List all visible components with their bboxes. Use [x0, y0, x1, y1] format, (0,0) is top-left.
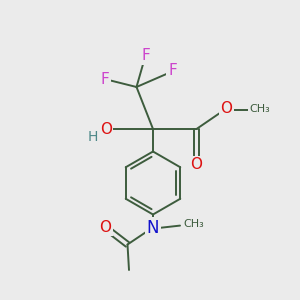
Text: O: O	[190, 157, 202, 172]
Text: H: H	[88, 130, 98, 144]
Text: F: F	[100, 72, 109, 87]
Text: O: O	[220, 100, 232, 116]
Text: CH₃: CH₃	[183, 219, 204, 229]
Text: CH₃: CH₃	[249, 104, 270, 115]
Text: F: F	[168, 63, 177, 78]
Text: F: F	[141, 48, 150, 63]
Text: O: O	[100, 122, 112, 136]
Text: N: N	[147, 219, 159, 237]
Text: O: O	[100, 220, 112, 235]
